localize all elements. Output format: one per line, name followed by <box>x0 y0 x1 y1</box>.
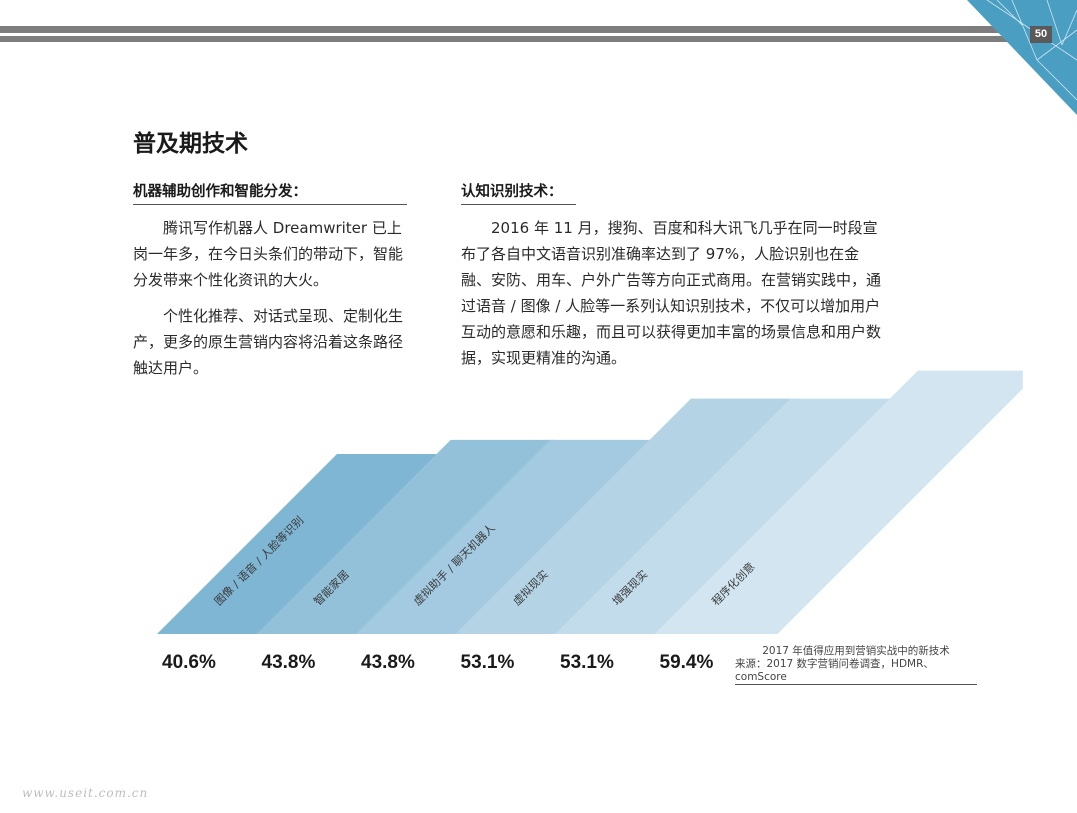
left-column-heading: 机器辅助创作和智能分发： <box>133 180 407 205</box>
chart-value-label: 43.8% <box>262 652 316 673</box>
header-bar-bottom <box>0 36 1040 42</box>
right-paragraph: 2016 年 11 月，搜狗、百度和科大讯飞几乎在同一时段宣布了各自中文语音识别… <box>461 219 882 367</box>
chart-value-label: 40.6% <box>162 652 216 673</box>
left-paragraph: 个性化推荐、对话式呈现、定制化生产，更多的原生营销内容将沿着这条路径触达用户。 <box>133 307 404 377</box>
chart-band <box>356 439 656 634</box>
chart-value-label: 53.1% <box>461 652 515 673</box>
chart-band <box>455 398 796 634</box>
chart-value-label: 53.1% <box>560 652 614 673</box>
chart-band <box>654 370 1023 634</box>
chart-value-label: 43.8% <box>361 652 415 673</box>
chart-value-label: 59.4% <box>660 652 714 673</box>
chart-caption: 2017 年值得应用到营销实战中的新技术 <box>762 645 950 657</box>
left-column: 机器辅助创作和智能分发： 腾讯写作机器人 Dreamwriter 已上岗一年多，… <box>133 180 407 381</box>
chart-band <box>157 454 442 634</box>
chart-note: 2017 年值得应用到营销实战中的新技术 来源：2017 数字营销问卷调查，HD… <box>735 645 977 685</box>
header-bar-top <box>0 26 1040 33</box>
left-paragraph: 腾讯写作机器人 Dreamwriter 已上岗一年多，在今日头条们的带动下，智能… <box>133 219 404 289</box>
chart-band <box>555 398 896 634</box>
chart-band <box>256 439 556 634</box>
page-title: 普及期技术 <box>133 131 248 157</box>
right-column: 认知识别技术： 2016 年 11 月，搜狗、百度和科大讯飞几乎在同一时段宣布了… <box>461 180 889 371</box>
page-number: 50 <box>1030 26 1052 43</box>
chart-source: 来源：2017 数字营销问卷调查，HDMR、comScore <box>735 658 977 685</box>
right-column-heading: 认知识别技术： <box>461 180 576 205</box>
watermark: www.useit.com.cn <box>22 786 149 800</box>
header-bars <box>0 26 1077 44</box>
